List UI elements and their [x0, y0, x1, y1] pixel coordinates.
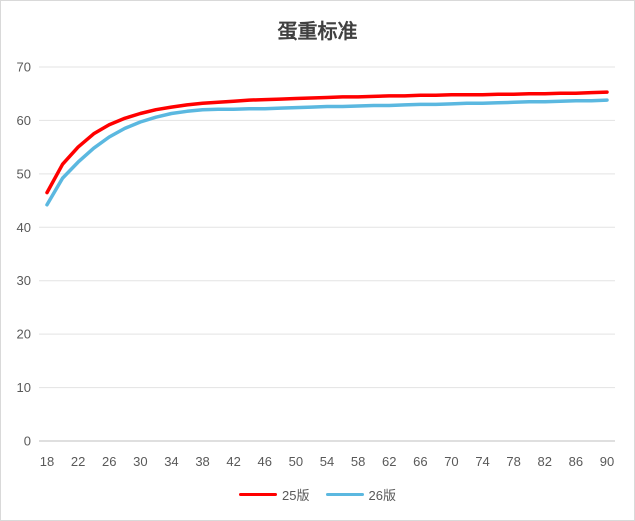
- legend-label: 26版: [368, 488, 396, 503]
- x-tick-label: 54: [320, 454, 334, 469]
- x-tick-label: 30: [133, 454, 147, 469]
- x-tick-label: 74: [475, 454, 489, 469]
- y-tick-label: 30: [17, 273, 31, 288]
- y-tick-label: 40: [17, 220, 31, 235]
- series-line-2: [45, 98, 609, 207]
- legend-swatch: [325, 493, 364, 496]
- x-tick-label: 66: [413, 454, 427, 469]
- x-tick-label: 82: [538, 454, 552, 469]
- x-tick-label: 34: [164, 454, 178, 469]
- y-tick-label: 70: [17, 60, 31, 75]
- x-tick-label: 26: [102, 454, 116, 469]
- x-tick-label: 46: [258, 454, 272, 469]
- x-tick-label: 78: [506, 454, 520, 469]
- x-tick-label: 22: [71, 454, 85, 469]
- y-tick-label: 10: [17, 380, 31, 395]
- x-tick-label: 42: [226, 454, 240, 469]
- y-tick-label: 20: [17, 327, 31, 342]
- y-tick-label: 50: [17, 166, 31, 181]
- series-line-1: [45, 90, 609, 195]
- legend-item: 26版: [325, 485, 396, 504]
- x-tick-label: 62: [382, 454, 396, 469]
- y-tick-label: 0: [24, 434, 31, 449]
- x-tick-label: 50: [289, 454, 303, 469]
- legend-label: 25版: [282, 488, 310, 503]
- x-tick-label: 58: [351, 454, 365, 469]
- x-tick-label: 90: [600, 454, 614, 469]
- x-tick-label: 86: [569, 454, 583, 469]
- chart-title: 蛋重标准: [277, 21, 358, 43]
- x-tick-label: 70: [444, 454, 458, 469]
- chart-legend: 25版 26版: [1, 485, 634, 504]
- x-tick-label: 18: [40, 454, 54, 469]
- legend-item: 25版: [239, 485, 310, 504]
- legend-swatch: [239, 493, 278, 496]
- x-tick-label: 38: [195, 454, 209, 469]
- y-tick-label: 60: [17, 113, 31, 128]
